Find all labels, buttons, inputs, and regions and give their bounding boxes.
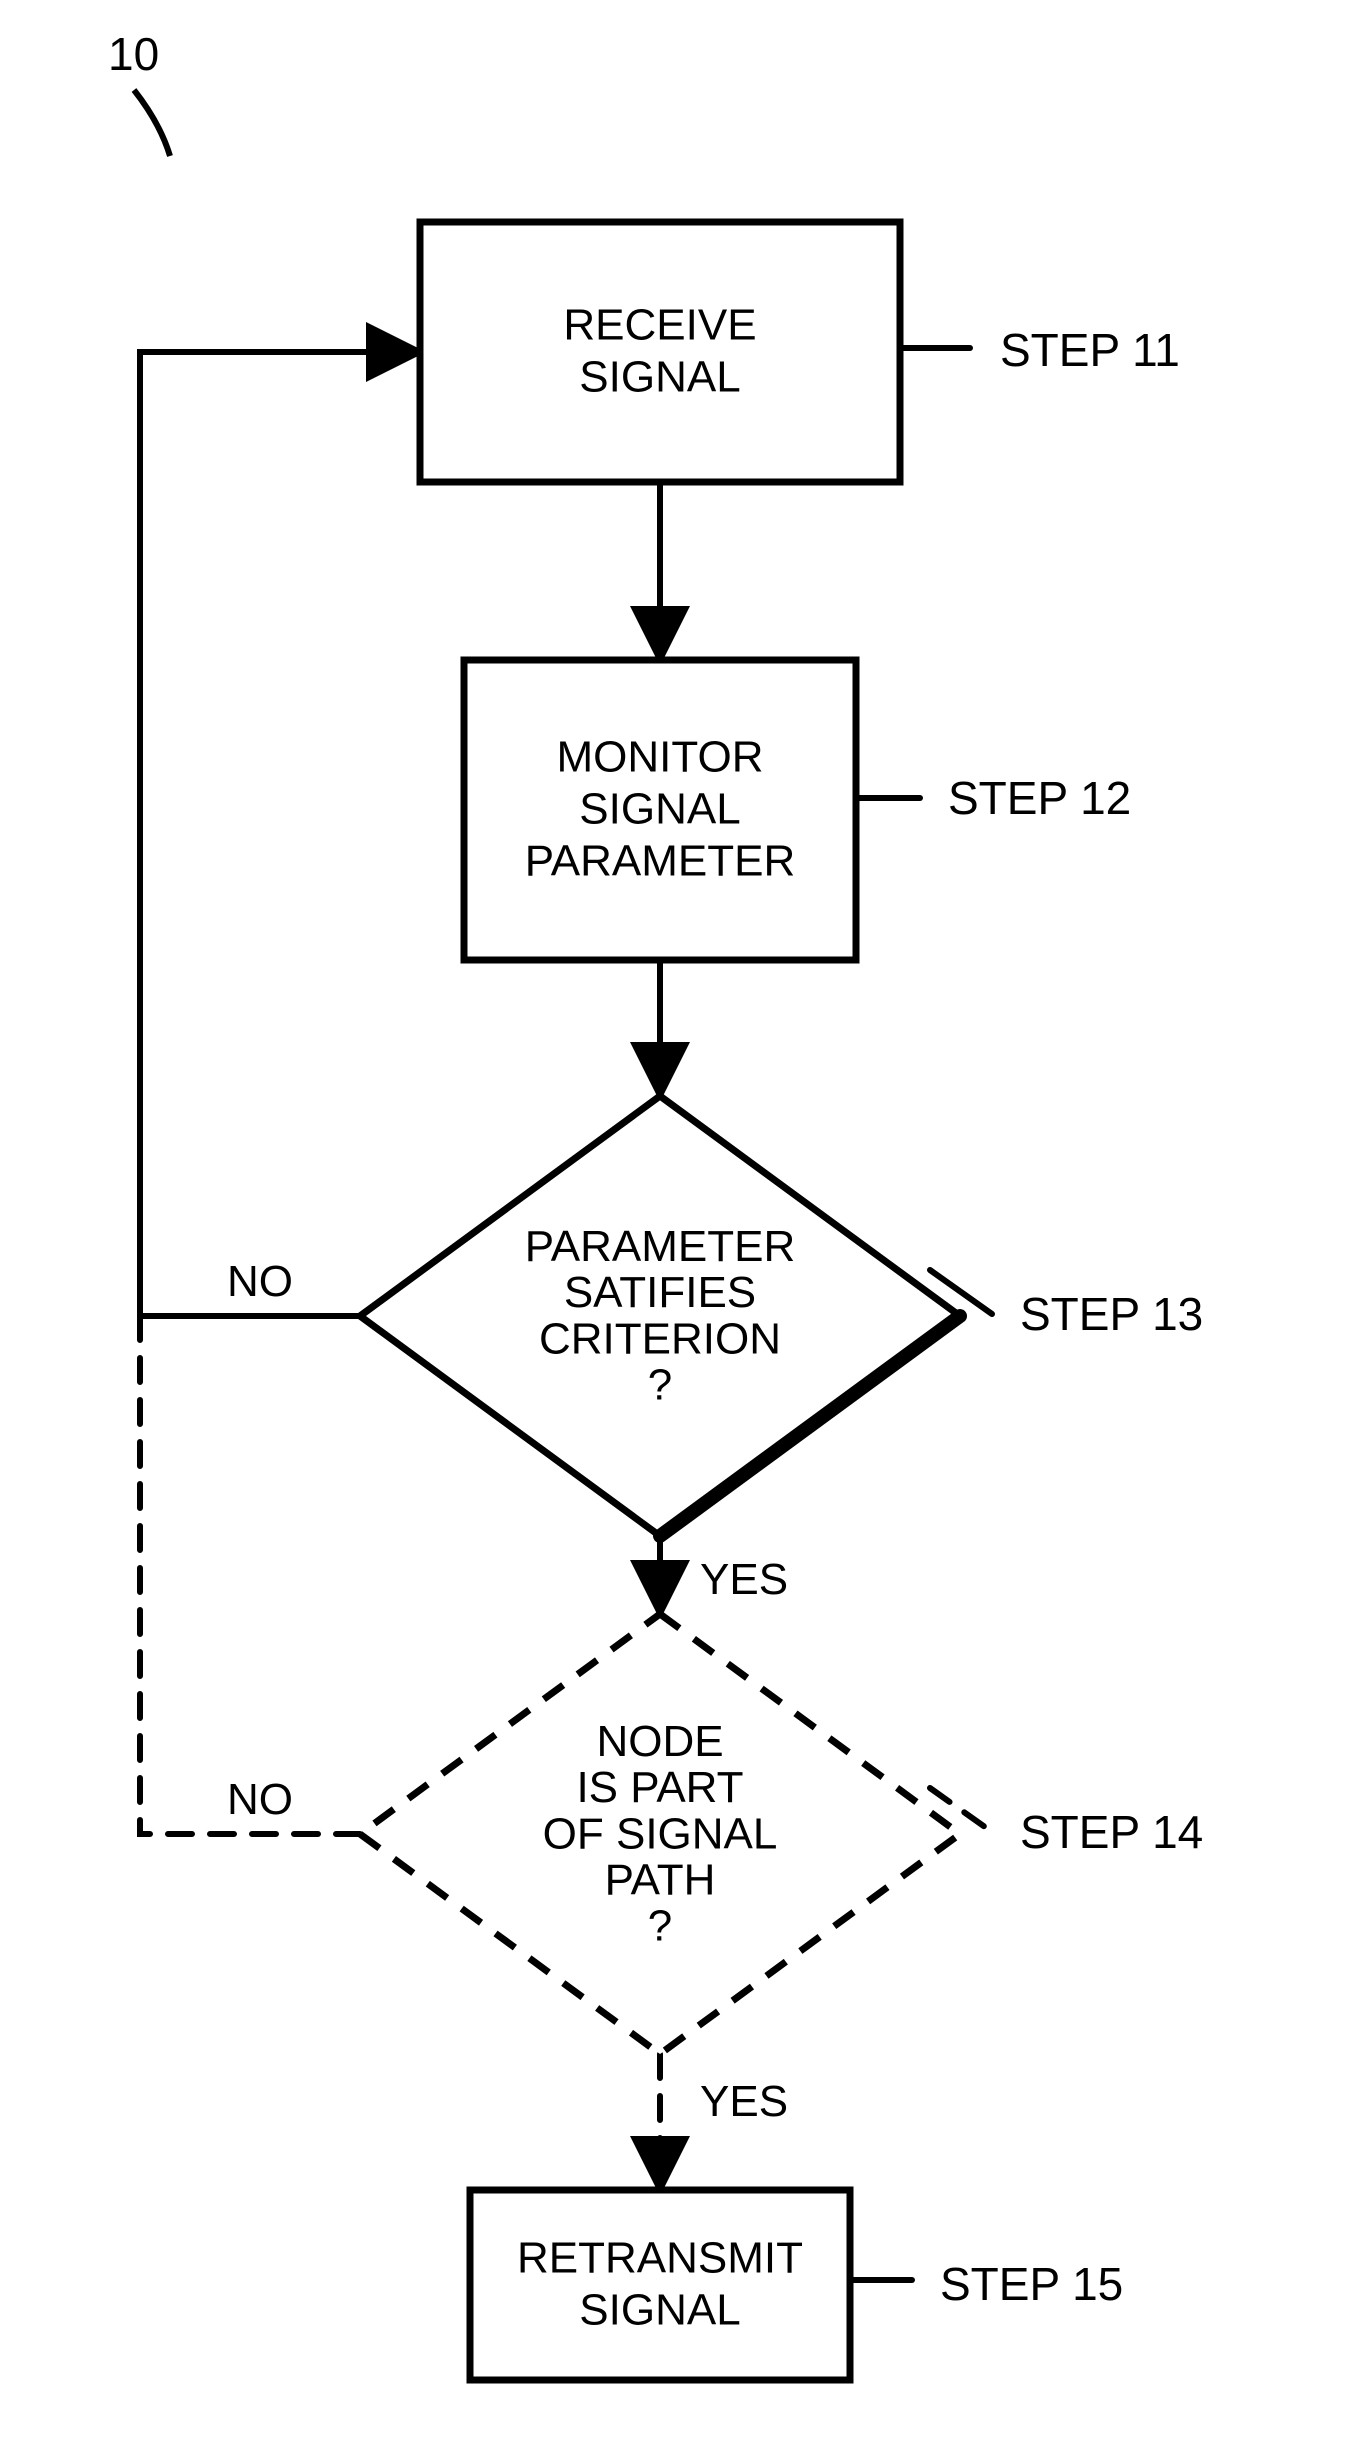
node-n2-line1: SIGNAL <box>579 785 740 834</box>
node-n2-line0: MONITOR <box>557 733 764 782</box>
node-n3-line2: CRITERION <box>539 1314 781 1363</box>
node-n4-label: STEP 14 <box>1020 1806 1203 1858</box>
node-n5-label: STEP 15 <box>940 2258 1123 2310</box>
node-n4-line4: ? <box>648 1902 672 1951</box>
node-n5-line1: SIGNAL <box>579 2286 740 2335</box>
flowchart-root: 10RECEIVESIGNALSTEP 11MONITORSIGNALPARAM… <box>0 0 1349 2446</box>
node-n1-line1: SIGNAL <box>579 353 740 402</box>
node-n4-line3: PATH <box>605 1856 716 1905</box>
edge-e6-label: NO <box>227 1775 293 1824</box>
node-n4-line2: OF SIGNAL <box>543 1809 778 1858</box>
node-n5-line0: RETRANSMIT <box>517 2234 803 2283</box>
node-n1-line0: RECEIVE <box>563 301 756 350</box>
edge-e5-label: NO <box>227 1257 293 1306</box>
node-n4-line1: IS PART <box>576 1763 743 1812</box>
node-n3-label: STEP 13 <box>1020 1288 1203 1340</box>
node-n3-line0: PARAMETER <box>525 1222 796 1271</box>
edge-e3-label: YES <box>700 1555 788 1604</box>
node-n2-line2: PARAMETER <box>525 837 796 886</box>
edge-e4-label: YES <box>700 2077 788 2126</box>
node-n3-line1: SATIFIES <box>564 1268 756 1317</box>
node-n4-line0: NODE <box>596 1717 723 1766</box>
node-n2-label: STEP 12 <box>948 772 1131 824</box>
figure-number: 10 <box>108 28 159 80</box>
node-n3-line3: ? <box>648 1361 672 1410</box>
node-n1-label: STEP 11 <box>1000 324 1180 376</box>
